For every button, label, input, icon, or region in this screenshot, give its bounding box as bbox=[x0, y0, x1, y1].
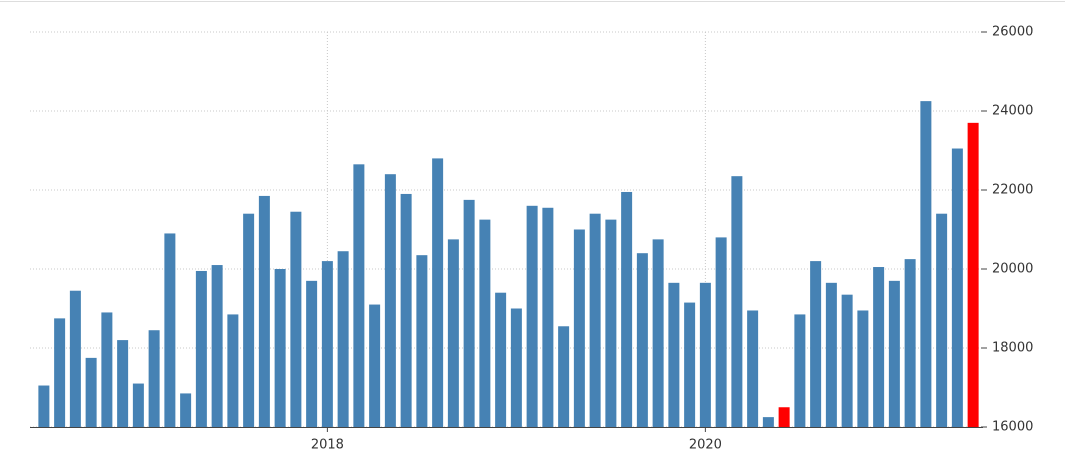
bar bbox=[132, 383, 144, 427]
bar bbox=[699, 282, 711, 427]
bar bbox=[432, 158, 444, 427]
bar bbox=[920, 101, 932, 427]
bar bbox=[447, 239, 459, 427]
bar bbox=[416, 255, 428, 427]
bar bbox=[195, 270, 207, 427]
bar bbox=[715, 237, 727, 427]
bar bbox=[652, 239, 664, 427]
bar bbox=[369, 304, 381, 427]
bar bbox=[951, 148, 963, 427]
bar bbox=[243, 213, 255, 427]
bar bbox=[542, 207, 554, 427]
bar bbox=[605, 219, 617, 427]
bar bbox=[762, 417, 774, 427]
x-tick-label: 2018 bbox=[311, 438, 344, 453]
bar bbox=[668, 282, 680, 427]
bar bbox=[337, 251, 349, 427]
x-tick-label: 2020 bbox=[689, 438, 722, 453]
bar bbox=[211, 265, 223, 427]
bar bbox=[888, 280, 900, 427]
bar bbox=[495, 292, 507, 427]
bar bbox=[636, 253, 648, 427]
y-tick-label: 16000 bbox=[992, 420, 1033, 435]
bar bbox=[857, 310, 869, 427]
bar bbox=[873, 267, 885, 427]
bar bbox=[148, 330, 160, 427]
bar bbox=[510, 308, 522, 427]
bar bbox=[306, 280, 318, 427]
bar bbox=[400, 193, 412, 427]
bar bbox=[684, 302, 696, 427]
bar bbox=[258, 195, 270, 427]
bar bbox=[274, 269, 286, 427]
bar bbox=[810, 261, 822, 427]
y-tick-label: 22000 bbox=[992, 183, 1033, 198]
bar bbox=[164, 233, 176, 427]
bar bbox=[54, 318, 66, 427]
bar bbox=[101, 312, 113, 427]
bar bbox=[85, 357, 97, 427]
bar bbox=[778, 407, 790, 427]
y-tick-label: 18000 bbox=[992, 341, 1033, 356]
bar bbox=[558, 326, 570, 427]
bar bbox=[38, 385, 50, 427]
bar bbox=[180, 393, 192, 427]
bar bbox=[526, 205, 538, 427]
bar bbox=[589, 213, 601, 427]
y-tick-label: 20000 bbox=[992, 262, 1033, 277]
bar bbox=[825, 282, 837, 427]
bar bbox=[794, 314, 806, 427]
bar bbox=[353, 164, 365, 427]
bar bbox=[321, 261, 333, 427]
bar bbox=[479, 219, 491, 427]
bar bbox=[731, 176, 743, 427]
bar bbox=[463, 199, 475, 427]
bar bbox=[904, 259, 916, 427]
bar bbox=[290, 211, 302, 427]
bar bbox=[384, 174, 396, 427]
bar bbox=[227, 314, 239, 427]
bar bbox=[621, 191, 633, 427]
bar bbox=[69, 290, 81, 427]
bar bbox=[747, 310, 759, 427]
bar bbox=[117, 340, 129, 427]
bar bbox=[573, 229, 585, 427]
y-tick-label: 26000 bbox=[992, 25, 1033, 40]
bar bbox=[967, 122, 979, 427]
y-tick-label: 24000 bbox=[992, 104, 1033, 119]
bar bbox=[936, 213, 948, 427]
bar bbox=[841, 294, 853, 427]
